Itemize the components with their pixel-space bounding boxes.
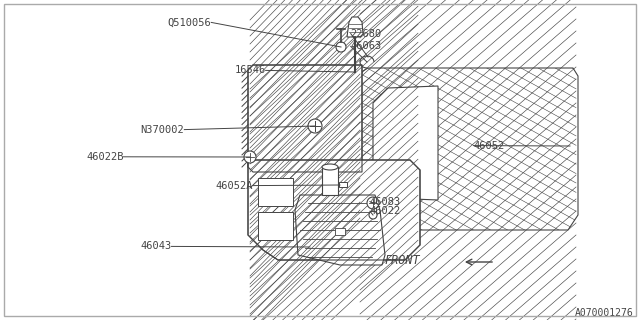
Text: 16546: 16546: [234, 65, 266, 76]
Text: N370002: N370002: [141, 124, 184, 135]
Ellipse shape: [322, 164, 338, 170]
Text: 22680: 22680: [351, 28, 382, 39]
Polygon shape: [347, 17, 363, 37]
Circle shape: [308, 119, 322, 133]
Text: 46022B: 46022B: [86, 152, 124, 162]
Polygon shape: [295, 195, 385, 265]
FancyBboxPatch shape: [322, 167, 338, 195]
Polygon shape: [248, 160, 420, 260]
Polygon shape: [373, 86, 438, 200]
FancyBboxPatch shape: [258, 178, 293, 206]
Text: Q510056: Q510056: [168, 17, 211, 28]
Circle shape: [369, 211, 377, 219]
FancyBboxPatch shape: [339, 182, 347, 187]
Text: 46043: 46043: [140, 241, 172, 252]
Text: 46052A: 46052A: [215, 180, 253, 191]
Circle shape: [367, 197, 379, 209]
Text: 46022: 46022: [370, 206, 401, 216]
Text: 46052: 46052: [474, 140, 505, 151]
Text: 46063: 46063: [351, 41, 382, 52]
Circle shape: [244, 151, 256, 163]
Polygon shape: [358, 68, 578, 230]
Text: FRONT: FRONT: [384, 254, 420, 267]
Polygon shape: [248, 65, 362, 172]
Text: A070001276: A070001276: [575, 308, 634, 318]
Text: 46083: 46083: [370, 196, 401, 207]
FancyBboxPatch shape: [335, 228, 345, 235]
FancyBboxPatch shape: [258, 212, 293, 240]
Circle shape: [336, 42, 346, 52]
